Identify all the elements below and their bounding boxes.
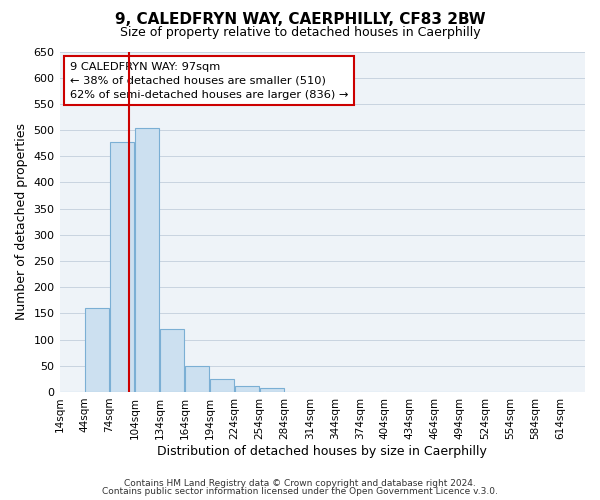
Text: 9, CALEDFRYN WAY, CAERPHILLY, CF83 2BW: 9, CALEDFRYN WAY, CAERPHILLY, CF83 2BW xyxy=(115,12,485,28)
Text: Size of property relative to detached houses in Caerphilly: Size of property relative to detached ho… xyxy=(119,26,481,39)
Y-axis label: Number of detached properties: Number of detached properties xyxy=(15,123,28,320)
Bar xyxy=(135,128,159,392)
X-axis label: Distribution of detached houses by size in Caerphilly: Distribution of detached houses by size … xyxy=(157,444,487,458)
Text: 9 CALEDFRYN WAY: 97sqm
← 38% of detached houses are smaller (510)
62% of semi-de: 9 CALEDFRYN WAY: 97sqm ← 38% of detached… xyxy=(70,62,349,100)
Bar xyxy=(235,386,259,392)
Bar xyxy=(110,142,134,392)
Text: Contains HM Land Registry data © Crown copyright and database right 2024.: Contains HM Land Registry data © Crown c… xyxy=(124,478,476,488)
Bar xyxy=(85,308,109,392)
Bar xyxy=(185,366,209,392)
Text: Contains public sector information licensed under the Open Government Licence v.: Contains public sector information licen… xyxy=(102,487,498,496)
Bar xyxy=(160,329,184,392)
Bar xyxy=(210,379,235,392)
Bar xyxy=(260,388,284,392)
